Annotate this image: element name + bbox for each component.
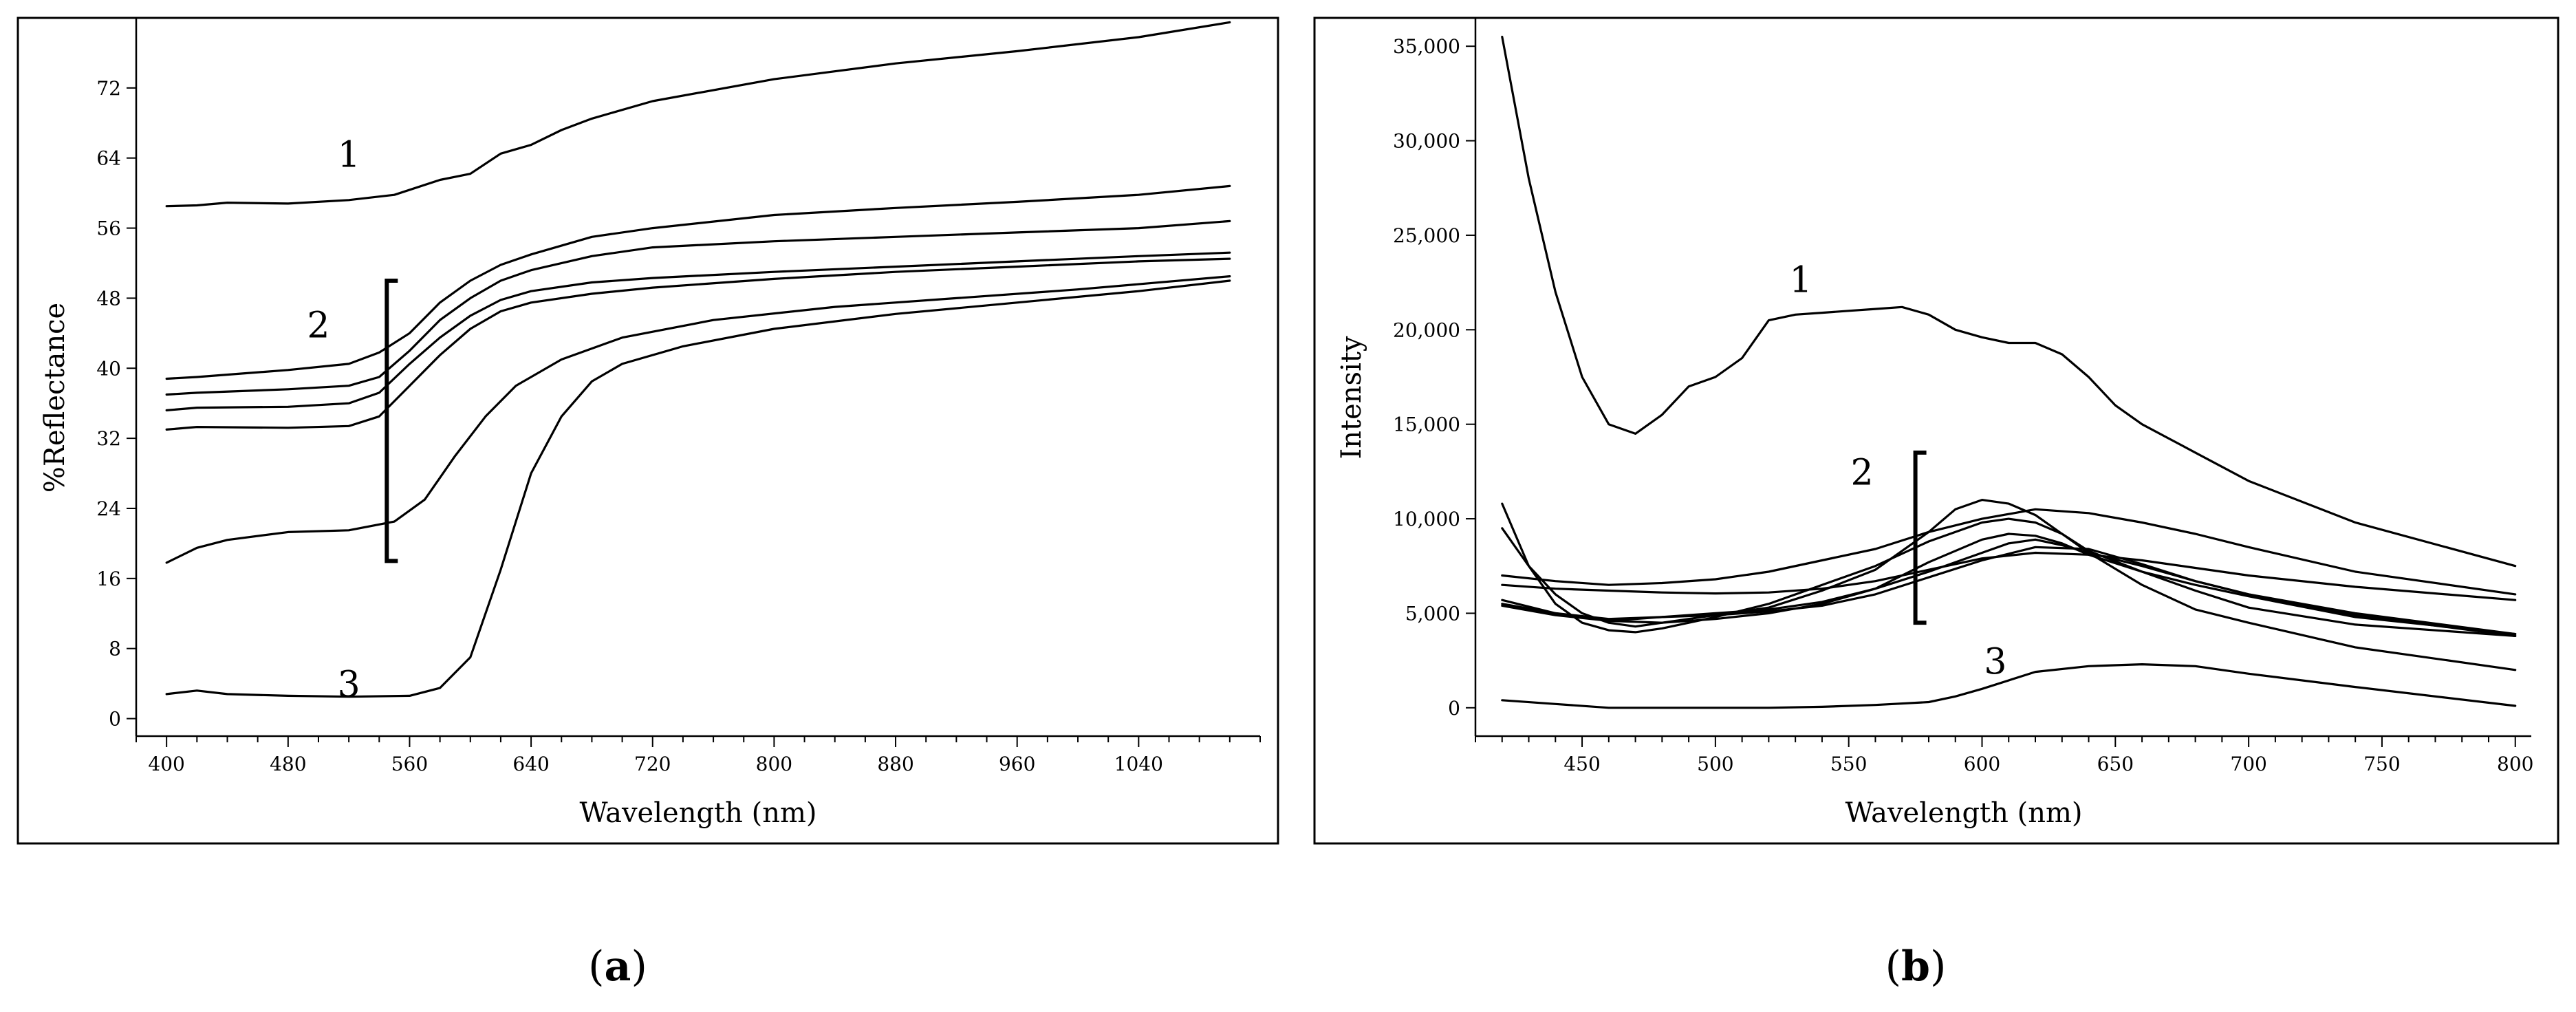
- panel-a-x-axis-title: Wavelength (nm): [579, 797, 816, 829]
- panel-a: 400 480 560 640 720 800 880 960 1040 08162432404…: [17, 17, 1279, 845]
- y-tick-label: 0: [109, 708, 121, 731]
- curve-label-2: 2: [307, 305, 329, 347]
- panel-b: 450 500 550 600 650 700 750 800 0 5,000 10,000 15,…: [1313, 17, 2559, 845]
- curve-label-3: 3: [1984, 641, 2006, 682]
- x-tick-label: 800: [756, 753, 792, 775]
- panel-b-y-axis-title: Intensity: [1336, 336, 1367, 459]
- panel-a-caption-close: ): [631, 943, 647, 991]
- y-tick-label: 25,000: [1393, 224, 1460, 247]
- panel-a-y-ticks: 0 8 16 24 32 40 48 56 64 72: [96, 77, 136, 731]
- y-tick-label: 35,000: [1393, 35, 1460, 58]
- x-tick-label: 500: [1697, 753, 1733, 775]
- series-line-2: [1501, 508, 2517, 596]
- series-line-2: [165, 184, 1231, 380]
- x-tick-label: 750: [2363, 753, 2400, 775]
- series-line-4: [165, 251, 1231, 412]
- x-tick-label: 560: [391, 753, 428, 775]
- x-tick-label: 880: [877, 753, 913, 775]
- panel-a-x-ticks: 400 480 560 640 720 800 880 960 1040: [136, 736, 1261, 775]
- curve-label-1: 1: [338, 134, 360, 175]
- x-tick-label: 480: [270, 753, 306, 775]
- panel-b-caption-close: ): [1930, 943, 1946, 991]
- panel-b-annotations: 1 2 3: [1789, 259, 2006, 682]
- group-bracket: [385, 278, 398, 563]
- y-tick-label: 15,000: [1393, 413, 1460, 436]
- y-tick-label: 56: [96, 217, 121, 240]
- panel-b-y-ticks: 0 5,000 10,000 15,000 20,000 25,000 30,000 35,0…: [1393, 35, 1475, 720]
- y-tick-label: 16: [96, 568, 121, 590]
- x-tick-label: 700: [2230, 753, 2266, 775]
- y-tick-label: 24: [96, 497, 121, 520]
- panel-a-y-axis-title: %Reflectance: [39, 303, 71, 493]
- y-tick-label: 20,000: [1393, 319, 1460, 341]
- panel-a-caption-open: (: [588, 943, 604, 991]
- y-tick-label: 30,000: [1393, 130, 1460, 153]
- series-line-9: [1501, 663, 2517, 709]
- y-tick-label: 0: [1448, 697, 1460, 720]
- panel-b-caption: (b): [1885, 943, 1947, 991]
- panel-a-frame: [17, 17, 1279, 845]
- x-tick-label: 600: [1964, 753, 2000, 775]
- y-tick-label: 10,000: [1393, 508, 1460, 530]
- panel-b-x-ticks: 450 500 550 600 650 700 750 800: [1475, 736, 2533, 775]
- y-tick-label: 8: [109, 638, 121, 660]
- y-tick-label: 64: [96, 147, 121, 170]
- panel-a-series: [165, 21, 1231, 698]
- y-tick-label: 32: [96, 427, 121, 450]
- y-tick-label: 5,000: [1405, 602, 1460, 625]
- x-tick-label: 650: [2097, 753, 2134, 775]
- series-line-1: [165, 21, 1231, 208]
- series-line-3: [165, 219, 1231, 396]
- series-line-3: [1501, 551, 2517, 601]
- panel-b-frame: [1313, 17, 2559, 845]
- curve-label-2: 2: [1851, 453, 1874, 494]
- group-bracket: [1913, 450, 1927, 625]
- x-tick-label: 960: [999, 753, 1035, 775]
- panel-a-caption: (a): [588, 943, 647, 991]
- x-tick-label: 800: [2497, 753, 2533, 775]
- panel-b-x-axis-title: Wavelength (nm): [1845, 797, 2082, 829]
- panel-b-caption-open: (: [1885, 943, 1901, 991]
- curve-label-1: 1: [1789, 259, 1812, 301]
- x-tick-label: 450: [1563, 753, 1600, 775]
- x-tick-label: 400: [148, 753, 184, 775]
- y-tick-label: 48: [96, 287, 121, 310]
- panel-a-caption-letter: a: [605, 943, 631, 991]
- y-tick-label: 40: [96, 357, 121, 380]
- series-line-5: [165, 257, 1231, 431]
- x-tick-label: 1040: [1114, 753, 1163, 775]
- x-tick-label: 720: [634, 753, 671, 775]
- series-line-1: [1501, 35, 2517, 568]
- series-line-5: [1501, 502, 2517, 638]
- panel-a-annotations: 1 2 3: [307, 134, 398, 706]
- curve-label-3: 3: [338, 665, 360, 706]
- panel-b-series: [1501, 35, 2517, 709]
- series-line-8: [1501, 546, 2517, 638]
- y-tick-label: 72: [96, 77, 121, 100]
- series-line-6: [165, 275, 1231, 564]
- panel-b-caption-letter: b: [1901, 943, 1930, 991]
- series-line-7: [165, 279, 1231, 698]
- series-line-6: [1501, 532, 2517, 636]
- x-tick-label: 550: [1830, 753, 1867, 775]
- x-tick-label: 640: [512, 753, 549, 775]
